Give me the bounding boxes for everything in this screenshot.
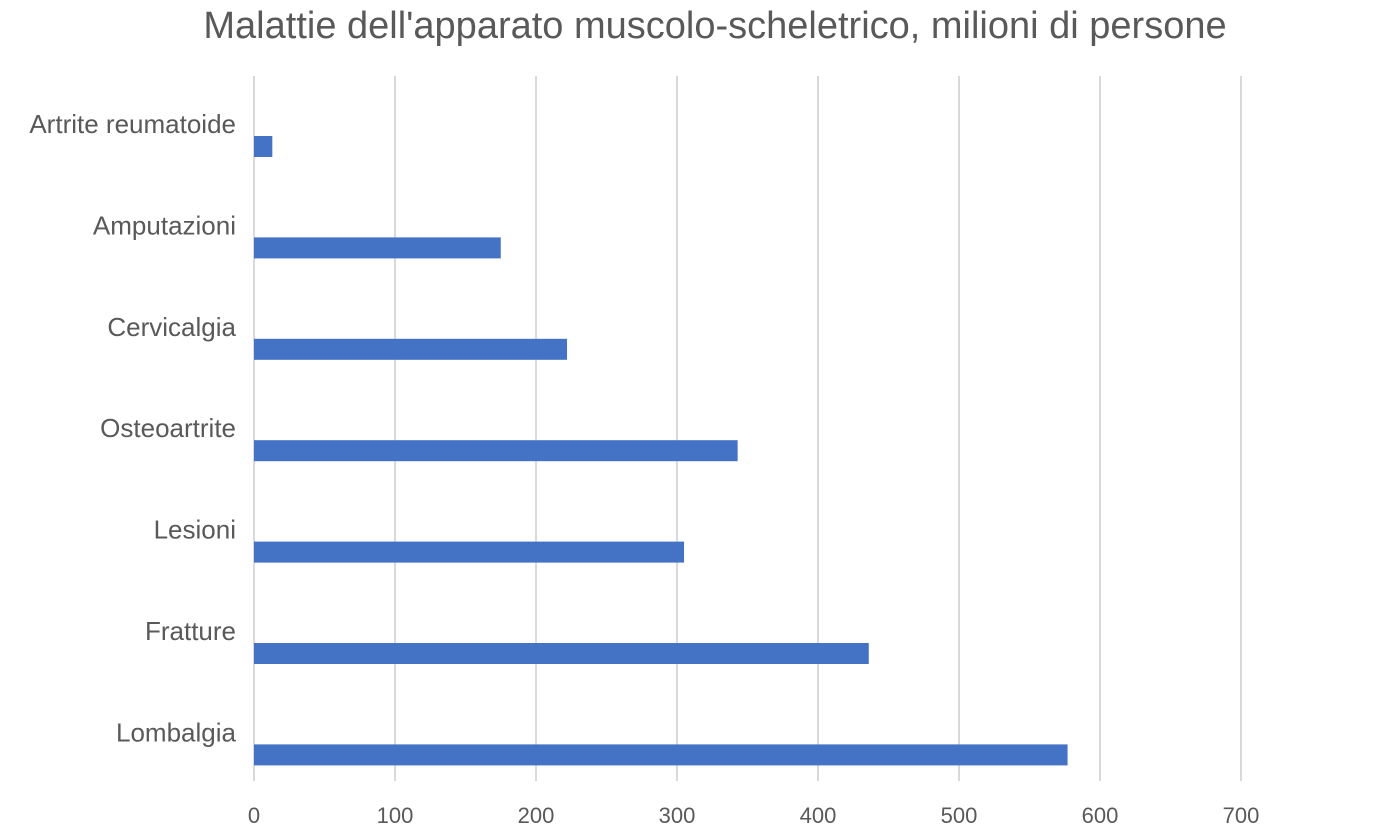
x-tick-label: 200 <box>518 803 555 828</box>
x-axis-ticks: 0 100 200 300 400 500 600 700 <box>248 803 1259 828</box>
bar-lombalgia <box>254 744 1068 766</box>
bar-amputazioni <box>254 237 501 259</box>
bar-osteoartrite <box>254 440 738 462</box>
category-label: Lombalgia <box>116 717 237 747</box>
category-label: Fratture <box>145 616 236 646</box>
x-tick-label: 700 <box>1223 803 1260 828</box>
x-tick-label: 600 <box>1082 803 1119 828</box>
bar-lesioni <box>254 541 685 563</box>
x-tick-label: 400 <box>800 803 837 828</box>
category-label: Cervicalgia <box>107 312 236 342</box>
x-tick-label: 0 <box>248 803 260 828</box>
x-tick-label: 500 <box>941 803 978 828</box>
category-label: Artrite reumatoide <box>29 109 236 139</box>
category-label: Lesioni <box>154 515 236 545</box>
x-tick-label: 300 <box>659 803 696 828</box>
chart-title: Malattie dell'apparato muscolo-scheletri… <box>203 5 1227 47</box>
bars <box>254 136 1068 766</box>
category-label: Osteoartrite <box>100 413 236 443</box>
bar-artrite-reumatoide <box>254 136 273 157</box>
category-label: Amputazioni <box>93 210 236 240</box>
bar-fratture <box>254 643 869 664</box>
category-labels: Artrite reumatoide Amputazioni Cervicalgia… <box>29 109 236 747</box>
x-tick-label: 100 <box>377 803 414 828</box>
bar-cervicalgia <box>254 338 568 360</box>
gridlines <box>253 76 1242 781</box>
